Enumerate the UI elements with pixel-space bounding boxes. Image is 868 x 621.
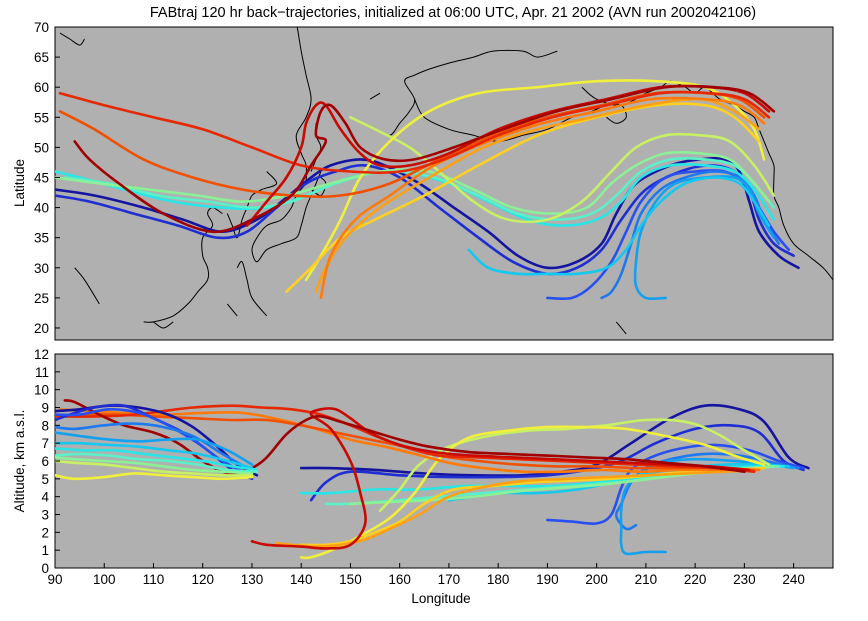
trajectory-altitude-line-16 [250, 407, 751, 550]
coastline-segment [615, 321, 627, 335]
trajectory-altitude-line-21 [55, 422, 249, 470]
altitude-x-tick-label: 120 [191, 572, 214, 587]
altitude-x-axis: 90 100 110 120 130 140 150 160 170 180 190 200 210 22… [47, 563, 805, 587]
map-y-tick-label: 35 [34, 231, 49, 246]
coastline-segment [143, 207, 223, 323]
altitude-x-tick-label: 200 [585, 572, 608, 587]
map-y-axis-label: Latitude [12, 159, 27, 207]
altitude-x-tick-label: 220 [684, 572, 707, 587]
trajectory-altitude-line-4 [619, 457, 795, 556]
altitude-x-tick-label: 150 [339, 572, 362, 587]
trajectory-altitude-line-9 [378, 418, 771, 513]
trajectory-altitude-line-23 [55, 441, 254, 470]
trajectory-map-line-9 [349, 116, 776, 224]
altitude-y-tick-label: 6 [41, 454, 49, 469]
altitude-y-tick-label: 3 [41, 508, 49, 523]
altitude-x-tick-label: 140 [290, 572, 313, 587]
figure-title: FABtraj 120 hr back−trajectories, initia… [150, 5, 756, 21]
altitude-y-tick-label: 4 [41, 490, 49, 505]
altitude-x-tick-label: 160 [388, 572, 411, 587]
altitude-y-tick-label: 5 [41, 472, 49, 487]
trajectory-map-line-13 [319, 96, 766, 300]
trajectory-map-line-5 [467, 176, 771, 276]
coastline-segment [153, 321, 174, 329]
trajectory-altitude-line-25 [55, 452, 259, 473]
coastline-segment [369, 92, 381, 100]
coastline-segment [295, 27, 312, 184]
trajectory-map-line-4 [633, 175, 776, 301]
map-y-tick-label: 40 [34, 201, 49, 216]
map-y-tick-label: 25 [34, 291, 49, 306]
coastline-segment [236, 260, 268, 317]
coastline-segment [59, 32, 85, 46]
trajectory-altitude-line-28 [55, 472, 254, 481]
altitude-x-tick-label: 180 [487, 572, 510, 587]
map-panel: 20 25 30 35 40 45 50 55 60 65 70 Latitude [12, 20, 834, 341]
altitude-x-tick-label: 240 [782, 572, 805, 587]
altitude-x-tick-label: 130 [241, 572, 264, 587]
altitude-y-tick-label: 9 [41, 401, 49, 416]
trajectory-map-line-15 [58, 90, 771, 174]
map-y-tick-label: 65 [34, 50, 49, 65]
trajectory-altitude-line-26 [55, 456, 254, 475]
map-y-tick-label: 60 [34, 80, 49, 95]
trajectory-map-line-17 [73, 84, 776, 234]
altitude-y-tick-label: 10 [34, 383, 49, 398]
trajectory-altitude-line-24 [55, 447, 259, 472]
coastline-segment [374, 49, 558, 136]
altitude-x-tick-label: 190 [536, 572, 559, 587]
altitude-x-axis-label: Longitude [411, 591, 470, 606]
altitude-y-tick-label: 11 [35, 365, 49, 380]
altitude-y-tick-label: 0 [41, 561, 49, 576]
map-y-tick-label: 70 [34, 20, 49, 35]
altitude-x-tick-label: 210 [635, 572, 658, 587]
coastline-segment [226, 303, 238, 317]
trajectory-map-line-8 [55, 150, 771, 215]
trajectory-altitude-line-22 [55, 431, 254, 466]
coastline-segment [74, 267, 100, 305]
altitude-y-tick-label: 12 [34, 347, 49, 362]
trajectory-altitude-line-17 [63, 399, 746, 476]
map-y-tick-label: 55 [34, 110, 49, 125]
altitude-x-tick-label: 110 [143, 572, 165, 587]
map-y-tick-label: 50 [34, 140, 49, 155]
altitude-x-tick-label: 170 [438, 572, 461, 587]
altitude-y-tick-label: 7 [41, 436, 49, 451]
trajectory-altitude-line-0 [299, 403, 810, 477]
altitude-y-tick-label: 8 [41, 418, 49, 433]
altitude-y-tick-label: 1 [41, 543, 49, 558]
altitude-x-tick-label: 90 [47, 572, 62, 587]
altitude-x-tick-label: 230 [733, 572, 756, 587]
altitude-y-axis-label: Altitude, km a.s.l. [12, 410, 27, 513]
map-y-tick-label: 45 [34, 170, 49, 185]
altitude-y-tick-label: 2 [41, 525, 49, 540]
coastline-segment [251, 171, 322, 263]
map-y-axis: 20 25 30 35 40 45 50 55 60 65 70 [34, 20, 60, 336]
map-y-tick-label: 30 [34, 261, 49, 276]
coastline-segment [310, 177, 327, 197]
trajectory-map-line-3 [600, 170, 781, 300]
trajectory-map-line-7 [63, 156, 776, 221]
trajectory-altitude-line-27 [55, 459, 254, 477]
trajectory-altitude-line-12 [275, 468, 761, 548]
map-y-tick-label: 20 [34, 321, 49, 336]
altitude-x-tick-label: 100 [93, 572, 116, 587]
